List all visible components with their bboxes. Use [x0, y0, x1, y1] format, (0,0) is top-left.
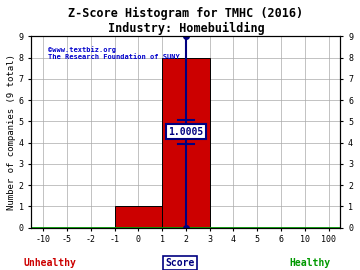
Bar [162, 58, 210, 228]
Text: Unhealthy: Unhealthy [24, 258, 77, 268]
Title: Z-Score Histogram for TMHC (2016)
Industry: Homebuilding: Z-Score Histogram for TMHC (2016) Indust… [68, 7, 303, 35]
Text: Healthy: Healthy [289, 258, 330, 268]
Bar [114, 206, 162, 228]
Y-axis label: Number of companies (9 total): Number of companies (9 total) [7, 54, 16, 210]
Text: 1.0005: 1.0005 [168, 127, 203, 137]
Text: ©www.textbiz.org
The Research Foundation of SUNY: ©www.textbiz.org The Research Foundation… [48, 46, 180, 60]
Text: Score: Score [165, 258, 195, 268]
